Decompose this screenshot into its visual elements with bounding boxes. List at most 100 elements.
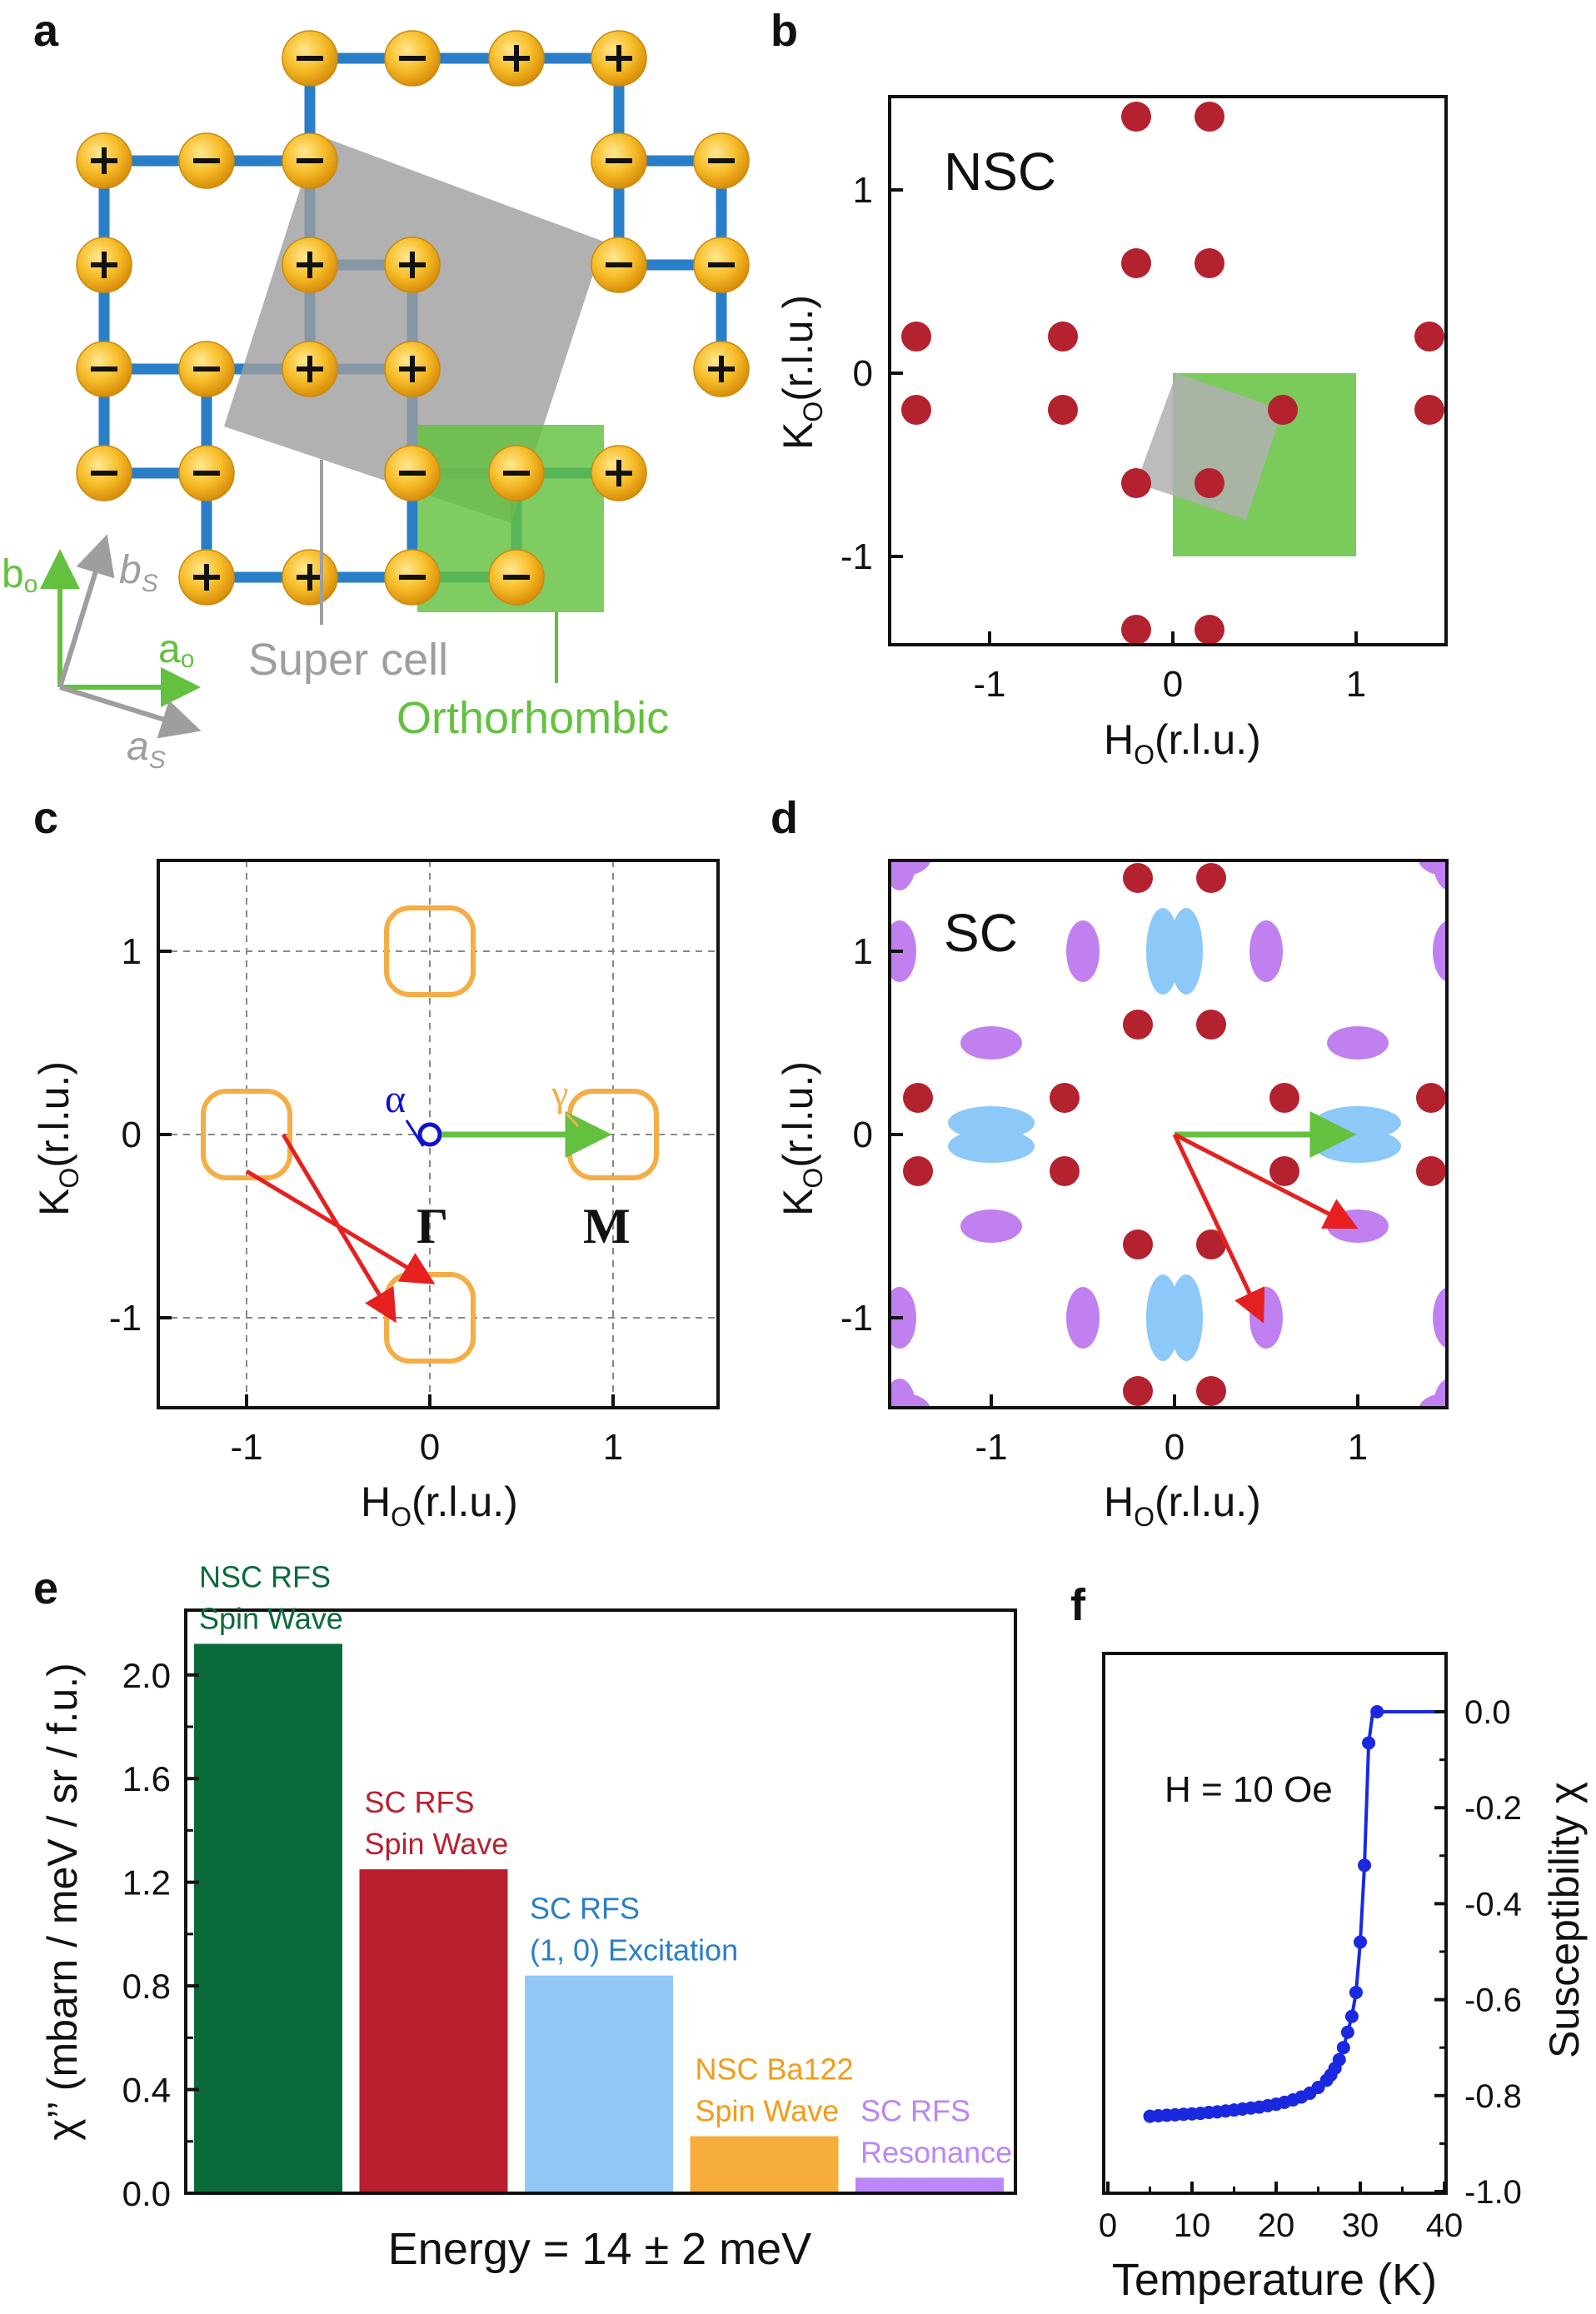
data-point xyxy=(1340,2025,1354,2039)
lobe-core xyxy=(976,1116,1006,1153)
nsc-peak-point xyxy=(1123,1229,1153,1259)
alpha-pointer xyxy=(405,1120,425,1147)
nsc-peak-point xyxy=(1048,395,1078,425)
panel-a-lattice: Super cell Orthorhombic bo ao bS aS xyxy=(2,30,750,774)
nsc-peak-point xyxy=(901,395,931,425)
lobe-core xyxy=(1156,1303,1193,1333)
bar-label: SC RFS xyxy=(530,1892,640,1926)
bar xyxy=(194,1643,342,2193)
y-tick-label: 1.2 xyxy=(122,1863,171,1903)
b-s-label: bS xyxy=(119,548,158,597)
nsc-peak-point xyxy=(1121,468,1151,498)
nsc-peak-point xyxy=(1050,1156,1080,1186)
y-tick-label: 0 xyxy=(853,1115,873,1155)
bar xyxy=(525,1975,673,2193)
axis-ticks: 0 10 20 30 40 0.0 -0.2 -0.4 -0.6 -0.8 -1.0 xyxy=(1099,1694,1522,2244)
nsc-peak-point xyxy=(903,1156,933,1186)
panel-f-susceptibility: H = 10 Oe 0 10 20 30 40 0.0 -0.2 -0.4 -0.6 -0.8 -1… xyxy=(1099,1652,1588,2305)
bar-labels: NSC RFS Spin Wave SC RFS Spin Wave SC RFS (1,… xyxy=(199,1559,1012,2169)
x-tick-label: 0 xyxy=(1165,1427,1185,1468)
y-tick-label: 0 xyxy=(853,353,873,394)
y-tick-label: 0.0 xyxy=(122,2174,171,2213)
plus-site-icon xyxy=(591,445,647,501)
bar-label: NSC RFS xyxy=(199,1559,331,1593)
y-tick-label: -1 xyxy=(840,536,873,577)
x-tick-label: 20 xyxy=(1258,2207,1295,2244)
bar-label: Spin Wave xyxy=(696,2094,840,2128)
axis-ticks: -1 0 1 1 0 -1 xyxy=(840,931,1368,1468)
y-tick-label: 1 xyxy=(853,931,873,972)
nsc-peak-point xyxy=(1414,322,1444,352)
lobe-core xyxy=(1156,936,1193,966)
plus-site-icon xyxy=(693,341,750,397)
nsc-peak-point xyxy=(1268,395,1298,425)
nsc-peak-point xyxy=(903,1083,933,1113)
gamma-pocket xyxy=(384,905,476,997)
x-tick-label: 0 xyxy=(420,1427,440,1468)
bar xyxy=(690,2136,839,2193)
resonance-spot xyxy=(960,1209,1022,1243)
nsc-peak-point xyxy=(1048,322,1078,352)
panel-b-nsc-map: NSC -1 0 1 1 0 -1 HO(r.l.u.) KO(r.l.u.) xyxy=(775,95,1448,770)
field-annotation: H = 10 Oe xyxy=(1165,1769,1333,1810)
minus-site-icon xyxy=(591,237,647,293)
bar xyxy=(359,1869,508,2193)
panel-label-b: b xyxy=(771,6,798,56)
excitation-spot xyxy=(1146,908,1203,995)
minus-site-icon xyxy=(178,341,235,397)
nsc-peak-point xyxy=(1416,1083,1446,1113)
nsc-plot-area xyxy=(901,102,1444,645)
m-point-label: M xyxy=(583,1199,631,1254)
nsc-peak-point xyxy=(1050,1083,1080,1113)
resonance-spot xyxy=(1433,920,1447,982)
minus-site-icon xyxy=(76,445,132,501)
orthorhombic-label: Orthorhombic xyxy=(397,693,669,743)
bar-label: Resonance xyxy=(860,2135,1012,2169)
minus-site-icon xyxy=(693,237,750,293)
gamma-pointer xyxy=(565,1112,580,1128)
x-tick-label: 1 xyxy=(1348,1427,1368,1468)
x-tick-label: 1 xyxy=(603,1427,623,1468)
y-axis-title: KO(r.l.u.) xyxy=(775,295,828,450)
x-tick-label: 1 xyxy=(1346,664,1366,705)
plus-site-icon xyxy=(384,237,441,293)
minus-site-icon xyxy=(488,549,545,606)
resonance-spot xyxy=(1066,920,1100,982)
panel-label-d: d xyxy=(771,793,798,843)
resonance-spot xyxy=(1249,920,1283,982)
x-tick-label: -1 xyxy=(975,1427,1007,1468)
axis-ticks: -1 0 1 1 0 -1 xyxy=(840,170,1366,705)
bar-label: NSC Ba122 xyxy=(696,2052,854,2087)
y-tick-label: -0.4 xyxy=(1464,1886,1522,1923)
bar xyxy=(855,2177,1004,2193)
axis-ticks: 0.0 0.4 0.8 1.2 1.6 2.0 xyxy=(122,1656,199,2213)
b-o-label: bo xyxy=(2,552,37,598)
y-tick-label: -1 xyxy=(840,1298,873,1339)
bars xyxy=(194,1643,1004,2193)
x-tick-label: 40 xyxy=(1426,2207,1464,2244)
y-tick-label: -1.0 xyxy=(1464,2174,1522,2211)
y-tick-label: 0.8 xyxy=(122,1967,171,2006)
x-axis-title: HO(r.l.u.) xyxy=(361,1479,518,1532)
y-axis-title: KO(r.l.u.) xyxy=(31,1061,84,1216)
excitation-spot xyxy=(1146,1274,1203,1361)
plus-site-icon xyxy=(591,30,647,87)
x-axis-title: Energy = 14 ± 2 meV xyxy=(388,2224,811,2274)
minus-site-icon xyxy=(384,30,441,87)
a-o-label: ao xyxy=(158,627,194,673)
super-cell xyxy=(1136,373,1283,520)
minus-site-icon xyxy=(282,30,338,87)
alpha-label: α xyxy=(385,1077,406,1121)
resonance-spot xyxy=(1419,1393,1447,1408)
minus-site-icon xyxy=(178,445,235,501)
plot-frame xyxy=(184,1608,1017,2195)
minus-site-icon xyxy=(178,132,235,189)
x-axis-title: Temperature (K) xyxy=(1112,2255,1437,2305)
a-s-axis-arrow xyxy=(59,685,202,739)
gamma-pocket xyxy=(201,1089,292,1180)
nsc-peak-point xyxy=(1121,248,1151,278)
data-point xyxy=(1332,2052,1346,2067)
nsc-peak-point xyxy=(1196,1010,1226,1040)
nsc-peak-point xyxy=(1196,863,1226,893)
y-tick-label: -0.6 xyxy=(1464,1982,1522,2019)
